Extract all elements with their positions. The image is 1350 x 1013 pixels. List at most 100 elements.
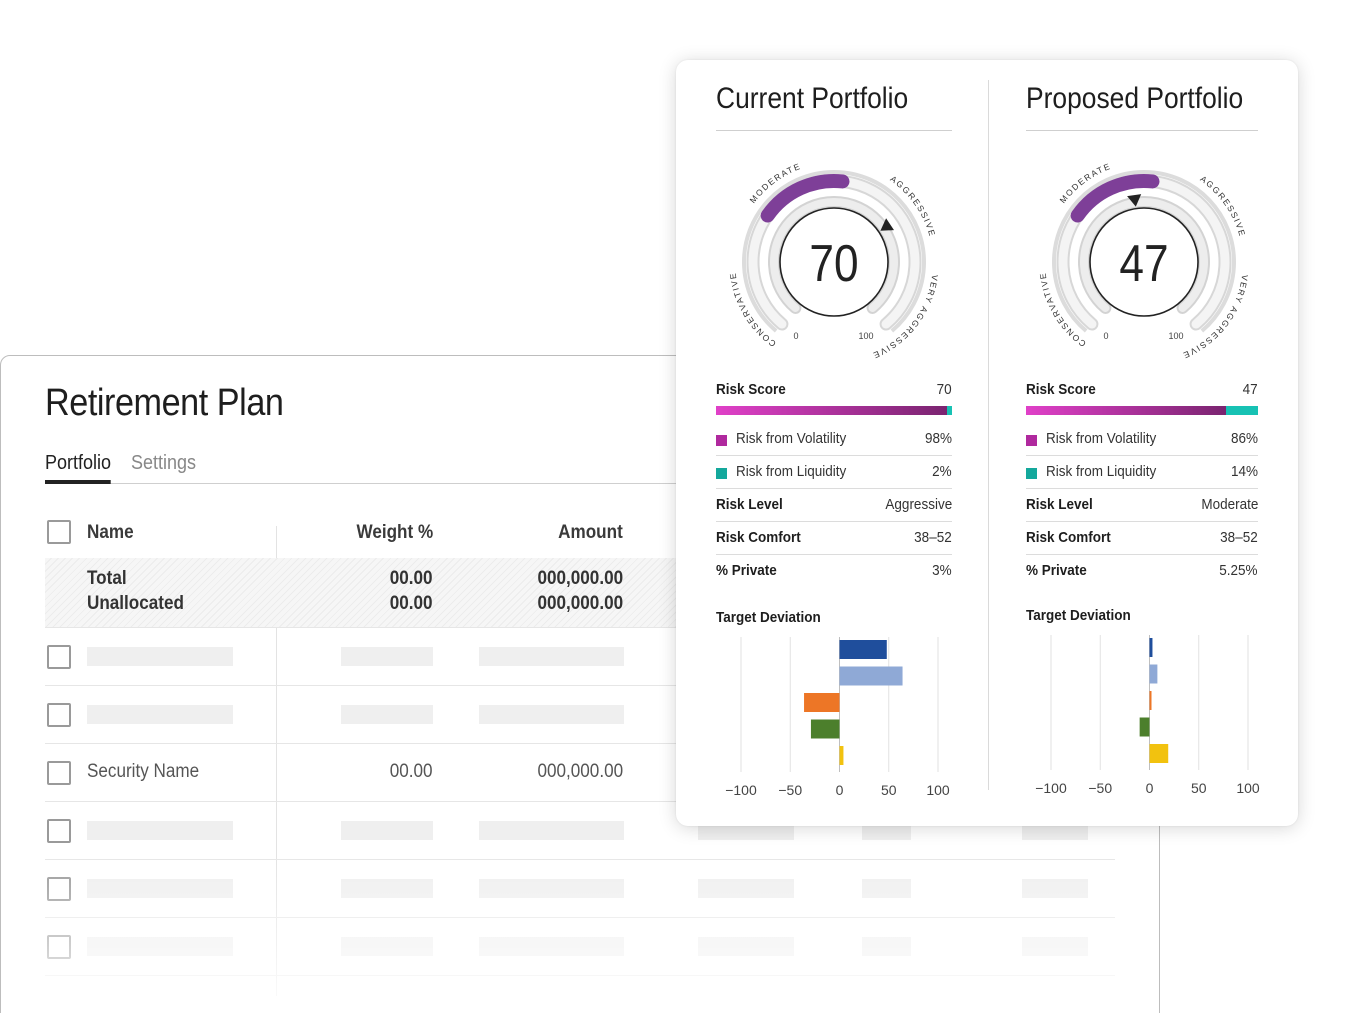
row-checkbox[interactable]	[47, 819, 71, 843]
risk-gauge: 47 0 100 CONSERVATIVE MODERATE AGGRESSIVE VERY…	[1026, 150, 1262, 361]
risk-score-label: Risk Score	[716, 381, 786, 398]
private-row: % Private 3%	[716, 555, 952, 588]
placeholder-name	[87, 647, 233, 666]
risk-comfort-label: Risk Comfort	[716, 529, 801, 546]
liquidity-value: 14%	[1230, 463, 1258, 480]
placeholder-cell	[698, 879, 794, 898]
private-row: % Private 5.25%	[1026, 555, 1258, 588]
volatility-value: 98%	[924, 430, 952, 447]
pane-divider	[988, 80, 989, 790]
deviation-bar	[1149, 638, 1153, 657]
total-label: Total	[87, 568, 127, 589]
gauge-inner-track-fill	[1080, 198, 1208, 312]
tab-portfolio[interactable]: Portfolio	[45, 452, 112, 484]
risk-level-value: Aggressive	[885, 496, 952, 513]
row-checkbox[interactable]	[47, 935, 71, 959]
select-all-checkbox[interactable]	[47, 520, 71, 544]
x-tick-label: 50	[1191, 780, 1207, 796]
liquidity-row: Risk from Liquidity 2%	[716, 456, 952, 489]
risk-comfort-row: Risk Comfort 38–52	[716, 522, 952, 555]
risk-score-row: Risk Score 70	[716, 374, 952, 402]
liquidity-value: 2%	[932, 463, 952, 480]
gauge-min-label: 0	[793, 331, 798, 341]
volatility-segment	[716, 406, 948, 415]
title-rule	[1026, 130, 1258, 131]
security-amount: 000,000.00	[537, 761, 623, 782]
x-tick-label: 100	[1236, 780, 1260, 796]
proposed-portfolio-title: Proposed Portfolio	[1026, 82, 1244, 115]
title-rule	[716, 130, 952, 131]
liquidity-segment	[947, 406, 952, 415]
risk-comfort-row: Risk Comfort 38–52	[1026, 522, 1258, 555]
column-header-weight[interactable]: Weight %	[356, 522, 433, 543]
row-checkbox[interactable]	[47, 703, 71, 727]
x-tick-label: 100	[926, 782, 950, 798]
placeholder-name	[87, 879, 233, 898]
x-tick-label: −50	[1088, 780, 1112, 796]
unallocated-label: Unallocated	[87, 593, 184, 614]
unallocated-weight: 00.00	[390, 593, 433, 614]
private-label: % Private	[1026, 562, 1087, 579]
table-row[interactable]	[45, 628, 1115, 686]
x-tick-label: −100	[725, 782, 757, 798]
deviation-bar	[810, 719, 840, 739]
table-row[interactable]	[45, 918, 1115, 976]
gauge-max-label: 100	[858, 331, 873, 341]
column-header-amount[interactable]: Amount	[558, 522, 623, 543]
zone-band	[742, 169, 926, 333]
target-deviation-chart: −100 −50 0 50 100	[725, 637, 950, 798]
table-row[interactable]	[45, 860, 1115, 918]
table-row[interactable]: Security Name 00.00 000,000.00	[45, 744, 1115, 802]
liquidity-label: Risk from Liquidity	[736, 463, 847, 480]
page-title: Retirement Plan	[45, 382, 284, 424]
gauge-pointer-icon	[1127, 194, 1142, 207]
placeholder-weight	[341, 647, 433, 666]
row-checkbox[interactable]	[47, 877, 71, 901]
risk-score-value: 70	[936, 381, 952, 398]
risk-score-bar	[716, 406, 952, 415]
risk-score-value: 47	[1242, 381, 1258, 398]
volatility-row: Risk from Volatility 98%	[716, 423, 952, 456]
deviation-bar	[1149, 691, 1152, 710]
row-checkbox[interactable]	[47, 761, 71, 785]
row-checkbox[interactable]	[47, 645, 71, 669]
risk-gauge: 70 0 100 CONSERVATIVE MODERATE AGGRESSIVE VERY…	[716, 150, 952, 361]
volatility-row: Risk from Volatility 86%	[1026, 423, 1258, 456]
liquidity-label: Risk from Liquidity	[1046, 463, 1157, 480]
placeholder-name	[87, 821, 233, 840]
unallocated-amount: 000,000.00	[537, 593, 623, 614]
total-weight-cell: 00.00 00.00	[390, 566, 433, 616]
total-amount-cell: 000,000.00 000,000.00	[537, 566, 623, 616]
liquidity-row: Risk from Liquidity 14%	[1026, 456, 1258, 489]
table-row[interactable]	[45, 686, 1115, 744]
placeholder-amount	[479, 879, 624, 898]
risk-comfort-value: 38–52	[914, 529, 952, 546]
deviation-bar	[839, 666, 903, 686]
volatility-swatch	[716, 435, 727, 446]
zone-band	[1052, 169, 1236, 333]
table-header-row: Name Weight % Amount	[45, 516, 1115, 558]
target-deviation-title: Target Deviation	[1026, 607, 1131, 624]
total-name-cell: Total Unallocated	[87, 566, 184, 616]
placeholder-cell	[698, 937, 794, 956]
gauge-min-label: 0	[1103, 331, 1108, 341]
gauge-pointer-icon	[880, 218, 894, 231]
risk-level-row: Risk Level Aggressive	[716, 489, 952, 522]
deviation-bar	[804, 693, 840, 712]
tab-settings[interactable]: Settings	[131, 452, 197, 474]
placeholder-amount	[479, 821, 624, 840]
risk-score-row: Risk Score 47	[1026, 374, 1258, 402]
risk-comfort-value: 38–52	[1220, 529, 1258, 546]
placeholder-weight	[341, 821, 433, 840]
placeholder-cell	[862, 937, 911, 956]
gauge-score: 47	[1119, 235, 1168, 293]
placeholder-name	[87, 705, 233, 724]
current-portfolio-title: Current Portfolio	[716, 82, 909, 115]
column-header-name[interactable]: Name	[87, 522, 134, 543]
deviation-bar	[839, 746, 844, 765]
proposed-portfolio-pane: Proposed Portfolio 47 0 100 CONSERVATIVE MOD…	[1026, 60, 1260, 820]
risk-level-value: Moderate	[1200, 496, 1258, 513]
volatility-label: Risk from Volatility	[736, 430, 847, 447]
portfolio-comparison-card: Current Portfolio 70 0 100 CONSERVATIVE MODE…	[676, 60, 1298, 826]
placeholder-amount	[479, 705, 624, 724]
